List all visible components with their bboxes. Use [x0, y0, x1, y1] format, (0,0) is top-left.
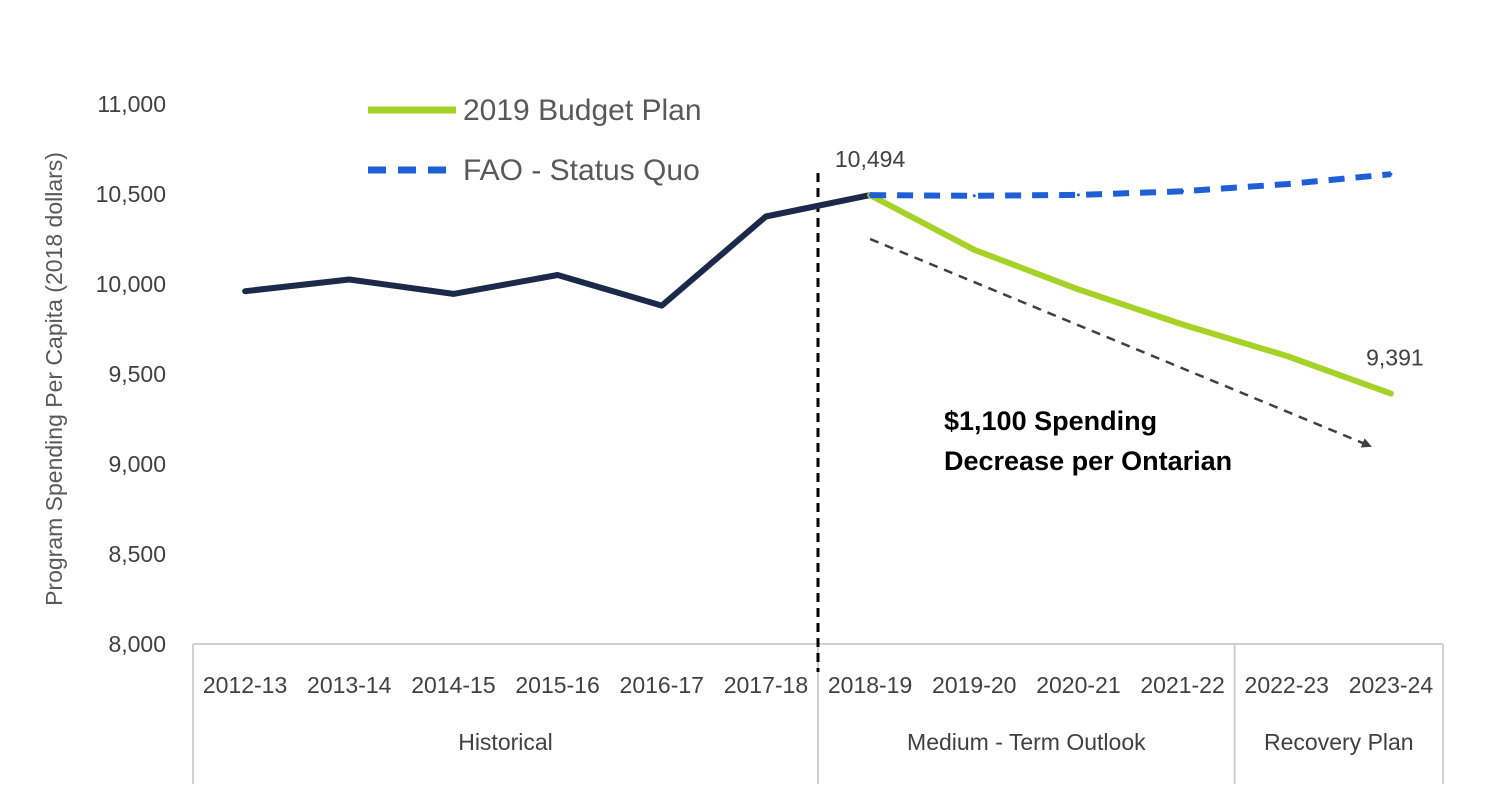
annotation-text: $1,100 Spending — [944, 406, 1157, 436]
y-tick-label: 11,000 — [97, 91, 166, 117]
data-point-budget — [1181, 323, 1185, 326]
data-point-status_quo — [972, 194, 976, 198]
annotation-text: Decrease per Ontarian — [944, 446, 1232, 476]
data-point-status_quo — [1181, 189, 1185, 193]
data-point-historical — [764, 215, 768, 218]
legend-label: 2019 Budget Plan — [463, 94, 702, 127]
x-tick-label: 2013-14 — [307, 672, 392, 698]
x-tick-label: 2017-18 — [724, 672, 808, 698]
x-tick-label: 2022-23 — [1245, 672, 1329, 698]
legend-label: FAO - Status Quo — [463, 154, 700, 187]
data-label: 9,391 — [1366, 345, 1424, 371]
x-tick-label: 2015-16 — [515, 672, 599, 698]
x-tick-label: 2018-19 — [828, 672, 912, 698]
x-tick-label: 2014-15 — [411, 672, 495, 698]
data-point-historical — [556, 273, 560, 277]
data-point-historical — [451, 292, 455, 296]
x-tick-label: 2012-13 — [203, 672, 287, 698]
data-point-historical — [243, 289, 247, 293]
data-point-status_quo — [1389, 172, 1393, 176]
x-tick-label: 2023-24 — [1349, 672, 1434, 698]
x-group-label: Medium - Term Outlook — [907, 729, 1146, 755]
y-tick-label: 9,500 — [108, 361, 166, 387]
data-point-budget — [1076, 287, 1080, 291]
series-line-budget — [867, 192, 1394, 397]
x-group-label: Recovery Plan — [1264, 729, 1414, 755]
y-axis-title: Program Spending Per Capita (2018 dollar… — [41, 152, 67, 606]
y-tick-label: 10,500 — [96, 181, 166, 207]
y-tick-label: 8,500 — [108, 541, 166, 567]
data-label: 10,494 — [835, 146, 906, 172]
x-tick-label: 2019-20 — [932, 672, 1016, 698]
series-line-status_quo — [870, 171, 1392, 199]
x-tick-label: 2020-21 — [1036, 672, 1120, 698]
data-point-budget — [1285, 354, 1289, 358]
y-tick-label: 9,000 — [108, 451, 166, 477]
annotation-arrow — [869, 237, 1372, 448]
data-point-budget — [1389, 392, 1393, 396]
data-point-historical — [660, 304, 664, 308]
data-point-status_quo — [1285, 182, 1289, 186]
x-tick-label: 2016-17 — [620, 672, 704, 698]
data-point-status_quo — [1076, 193, 1080, 197]
data-point-status_quo — [868, 193, 872, 197]
x-group-label: Historical — [458, 729, 553, 755]
series-line-historical — [242, 192, 874, 309]
x-tick-label: 2021-22 — [1140, 672, 1224, 698]
data-point-historical — [347, 278, 351, 281]
y-tick-label: 8,000 — [108, 631, 166, 657]
y-tick-label: 10,000 — [96, 271, 166, 297]
data-point-budget — [972, 248, 976, 252]
